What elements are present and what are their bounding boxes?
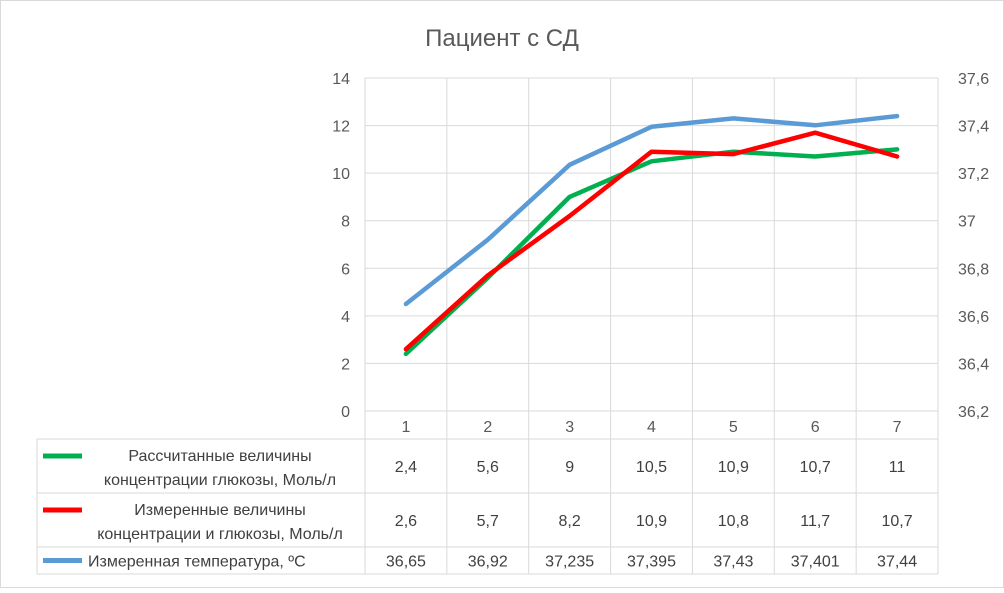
y-left-tick-label: 2 bbox=[341, 356, 350, 373]
y-right-tick-label: 36,6 bbox=[958, 309, 989, 326]
table-cell: 11,7 bbox=[800, 513, 830, 530]
x-category-label: 4 bbox=[647, 419, 656, 436]
y-right-tick-label: 37,6 bbox=[958, 71, 989, 88]
y-right-tick-label: 37,4 bbox=[958, 119, 989, 136]
x-category-label: 5 bbox=[729, 419, 738, 436]
legend-label-1: Рассчитанные величины bbox=[128, 448, 311, 465]
table-cell: 37,395 bbox=[627, 554, 676, 571]
table-cell: 10,5 bbox=[636, 459, 667, 476]
table-cell: 10,7 bbox=[800, 459, 831, 476]
y-left-tick-label: 14 bbox=[332, 71, 350, 88]
y-right-tick-label: 37,2 bbox=[958, 166, 989, 183]
series-line-3 bbox=[403, 113, 900, 307]
y-left-tick-label: 10 bbox=[332, 166, 350, 183]
legend-label-2: Измеренные величины bbox=[134, 502, 306, 519]
table-cell: 10,9 bbox=[718, 459, 749, 476]
chart-title: Пациент с СД bbox=[425, 25, 579, 52]
x-category-label: 1 bbox=[401, 419, 410, 436]
table-cell: 36,92 bbox=[468, 554, 508, 571]
table-cell: 37,401 bbox=[791, 554, 840, 571]
x-category-label: 7 bbox=[893, 419, 902, 436]
series-lines bbox=[403, 113, 900, 357]
table-cell: 10,9 bbox=[636, 513, 667, 530]
data-table: Рассчитанные величины концентрации глюкоз… bbox=[36, 438, 938, 575]
y-right-tick-label: 36,2 bbox=[958, 404, 989, 421]
table-cell: 37,43 bbox=[713, 554, 753, 571]
y-left-tick-label: 6 bbox=[341, 261, 350, 278]
table-cell: 5,7 bbox=[477, 513, 499, 530]
table-cell: 11 bbox=[889, 459, 906, 476]
gridlines bbox=[364, 77, 939, 574]
series-line-2 bbox=[403, 130, 900, 352]
axes: 0246810121436,236,436,636,83737,237,437,… bbox=[332, 71, 989, 436]
table-cell: 5,6 bbox=[477, 459, 499, 476]
x-category-label: 2 bbox=[483, 419, 492, 436]
y-left-tick-label: 0 bbox=[341, 404, 350, 421]
y-right-tick-label: 37 bbox=[958, 214, 976, 231]
y-left-tick-label: 12 bbox=[332, 119, 350, 136]
y-left-tick-label: 4 bbox=[341, 309, 350, 326]
table-cell: 36,65 bbox=[386, 554, 426, 571]
table-cell: 2,6 bbox=[395, 513, 417, 530]
y-right-tick-label: 36,4 bbox=[958, 356, 989, 373]
table-cell: 2,4 bbox=[395, 459, 417, 476]
y-right-tick-label: 36,8 bbox=[958, 261, 989, 278]
table-cell: 10,7 bbox=[882, 513, 913, 530]
x-category-label: 6 bbox=[811, 419, 820, 436]
legend-label-1: концентрации глюкозы, Моль/л bbox=[104, 472, 336, 489]
table-cell: 9 bbox=[565, 459, 574, 476]
table-cell: 37,235 bbox=[545, 554, 594, 571]
legend-label-3: Измеренная температура, ºС bbox=[88, 554, 306, 571]
table-cell: 8,2 bbox=[559, 513, 581, 530]
table-cell: 37,44 bbox=[877, 554, 917, 571]
table-cell: 10,8 bbox=[718, 513, 749, 530]
x-category-label: 3 bbox=[565, 419, 574, 436]
legend-label-2: концентрации и глюкозы, Моль/л bbox=[97, 526, 343, 543]
y-left-tick-label: 8 bbox=[341, 214, 350, 231]
